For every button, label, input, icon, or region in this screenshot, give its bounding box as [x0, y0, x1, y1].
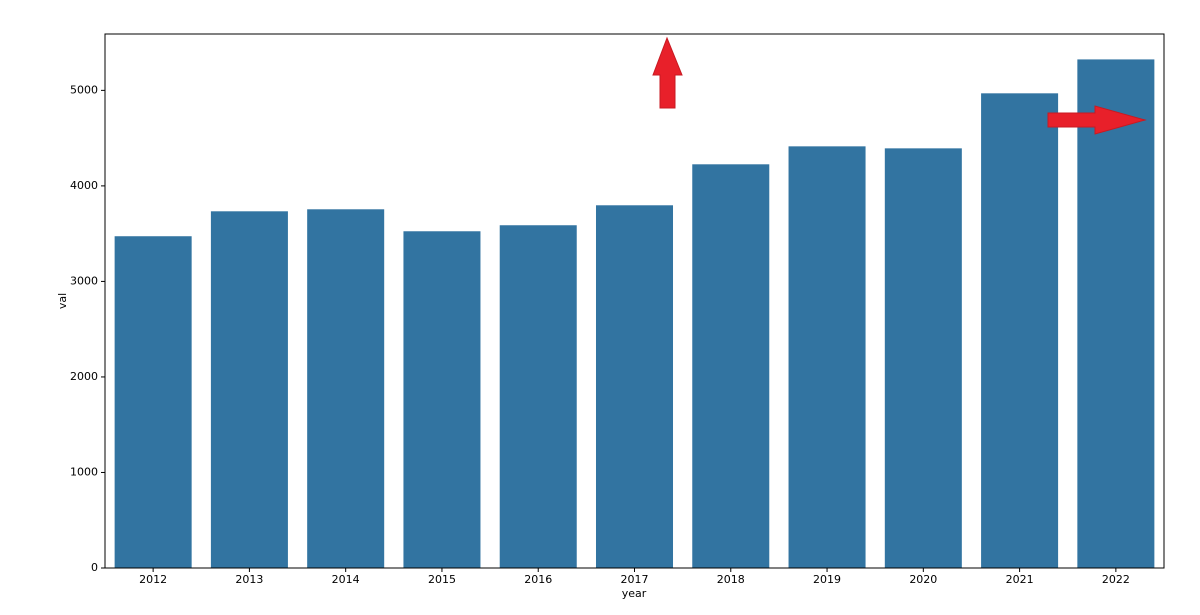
x-tick-label: 2018	[717, 573, 745, 586]
x-tick-label: 2015	[428, 573, 456, 586]
bar	[981, 93, 1059, 568]
x-axis-label: year	[622, 587, 647, 600]
bar	[499, 225, 577, 568]
x-tick-label: 2021	[1006, 573, 1034, 586]
x-tick-label: 2016	[524, 573, 552, 586]
bar	[403, 231, 481, 568]
bar	[595, 205, 674, 568]
annotation-arrow-right	[1047, 105, 1147, 135]
y-tick-label: 1000	[70, 465, 98, 478]
bar	[1077, 59, 1155, 569]
bar	[307, 209, 385, 568]
bar	[788, 146, 866, 568]
plot	[114, 59, 1155, 569]
bar	[884, 148, 962, 569]
y-tick-label: 3000	[70, 274, 98, 287]
bar	[692, 164, 770, 569]
y-tick-label: 2000	[70, 370, 98, 383]
x-tick-label: 2014	[332, 573, 360, 586]
x-tick-label: 2020	[909, 573, 937, 586]
x-tick-label: 2013	[235, 573, 263, 586]
annotation-arrow-up	[652, 36, 683, 109]
x-tick-label: 2022	[1102, 573, 1130, 586]
y-tick-label: 4000	[70, 179, 98, 192]
y-tick-label: 0	[91, 561, 98, 574]
y-tick-label: 5000	[70, 83, 98, 96]
x-tick-label: 2019	[813, 573, 841, 586]
bar	[210, 211, 288, 568]
x-tick-label: 2017	[621, 573, 649, 586]
bar	[114, 236, 192, 569]
x-tick-label: 2012	[139, 573, 167, 586]
y-axis-label: val	[56, 293, 69, 309]
